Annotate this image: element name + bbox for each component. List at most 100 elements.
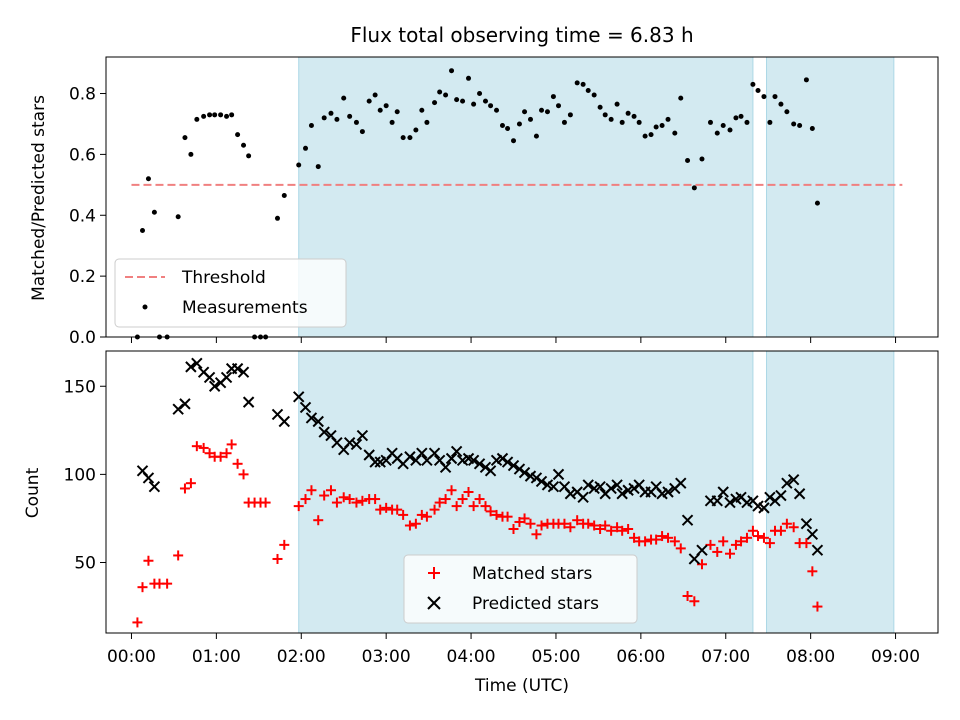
bottom-y-ticks: 50 100 150 [64,377,106,574]
measurement-point-91 [691,185,697,191]
x-tick-label-1: 01:00 [192,647,241,667]
measurement-point-86 [659,122,665,128]
measurement-point-7 [182,135,188,141]
predicted-point-75 [628,482,640,495]
measurement-point-27 [315,164,321,170]
predicted-point-42 [439,461,452,474]
predicted-point-67 [582,479,594,491]
measurement-point-71 [574,80,580,86]
matched-point-95 [718,536,729,547]
predicted-point-20 [305,412,318,424]
measurement-point-110 [809,126,815,132]
x-tick-label-9: 09:00 [871,647,920,667]
matched-point-74 [589,520,600,531]
matched-point-42 [404,520,415,531]
predicted-point-73 [616,488,628,500]
top-shaded-intervals [298,56,895,338]
matched-point-43 [410,518,421,529]
top-plot-frame [105,56,939,338]
legend-measurements-label: Measurements [182,298,308,318]
measurement-point-60 [511,138,517,144]
legend-predicted-label: Predicted stars [472,594,599,614]
predicted-point-103 [800,518,813,530]
matched-point-63 [525,518,536,529]
measurement-point-2 [145,176,151,182]
measurement-point-56 [488,103,494,109]
measurement-point-23 [281,192,287,198]
legend-threshold-label: Threshold [181,268,266,288]
x-tick-label-0: 00:00 [107,647,156,667]
matched-point-23 [279,539,290,550]
predicted-point-44 [450,445,463,458]
bottom-legend: Matched stars Predicted stars [403,554,638,624]
measurement-point-75 [597,104,603,110]
predicted-point-5 [185,361,197,373]
measurement-point-99 [744,119,750,125]
measurement-point-33 [353,119,359,125]
matched-point-44 [416,509,427,520]
matched-point-87 [663,532,674,543]
measurement-point-107 [791,121,797,127]
measurement-point-30 [334,116,340,122]
predicted-point-18 [293,391,305,403]
predicted-point-14 [237,366,250,378]
x-tick-label-7: 07:00 [701,647,750,667]
matched-point-37 [375,504,386,515]
predicted-point-90 [724,496,736,509]
shaded-interval-1 [766,350,895,634]
measurement-point-83 [642,133,648,139]
predicted-point-97 [764,491,776,503]
predicted-point-100 [781,477,793,489]
measurement-point-47 [437,89,443,95]
measurement-point-9 [194,116,200,122]
predicted-point-50 [484,465,497,477]
measurement-point-44 [419,107,425,113]
measurement-point-69 [561,119,567,125]
matched-point-94 [712,546,723,557]
predicted-point-22 [318,426,330,438]
matched-point-100 [747,525,758,536]
measurement-point-49 [449,68,455,74]
measurement-point-79 [619,119,625,125]
measurement-point-22 [274,215,280,221]
shaded-interval-1 [766,56,895,338]
predicted-point-11 [220,371,233,384]
matched-point-46 [429,504,440,515]
measurement-point-14 [224,113,230,119]
measurement-point-38 [383,103,389,109]
predicted-point-69 [594,481,606,493]
matched-point-24 [293,501,304,512]
predicted-point-89 [717,486,729,498]
measurement-point-36 [372,92,378,98]
x-tick-label-2: 02:00 [277,647,326,667]
measurement-point-63 [527,116,533,122]
measurement-point-51 [460,98,466,104]
matched-point-88 [669,536,680,547]
matched-point-50 [451,501,462,512]
matched-point-57 [491,509,502,520]
y-tick-label-2: 150 [64,377,96,397]
predicted-point-40 [428,447,441,459]
measurement-point-42 [407,135,413,141]
predicted-point-19 [299,401,312,414]
matched-point-85 [651,534,662,545]
shaded-interval-0 [298,56,754,338]
matched-point-51 [457,494,468,505]
matched-point-98 [736,536,747,547]
predicted-point-1 [142,472,155,484]
measurement-point-28 [321,115,327,121]
predicted-point-49 [479,461,492,474]
measurement-point-100 [750,81,756,87]
x-tick-label-3: 03:00 [362,647,411,667]
y-tick-label-0: 50 [74,554,96,574]
measurement-point-61 [516,121,522,127]
measurement-point-87 [665,116,671,122]
predicted-point-59 [535,475,548,488]
matched-point-61 [514,516,525,527]
measurement-point-41 [400,135,406,141]
top-x-ticks [130,337,897,343]
measurement-point-46 [432,100,438,106]
measurement-point-32 [347,113,353,119]
predicted-point-96 [758,502,770,514]
